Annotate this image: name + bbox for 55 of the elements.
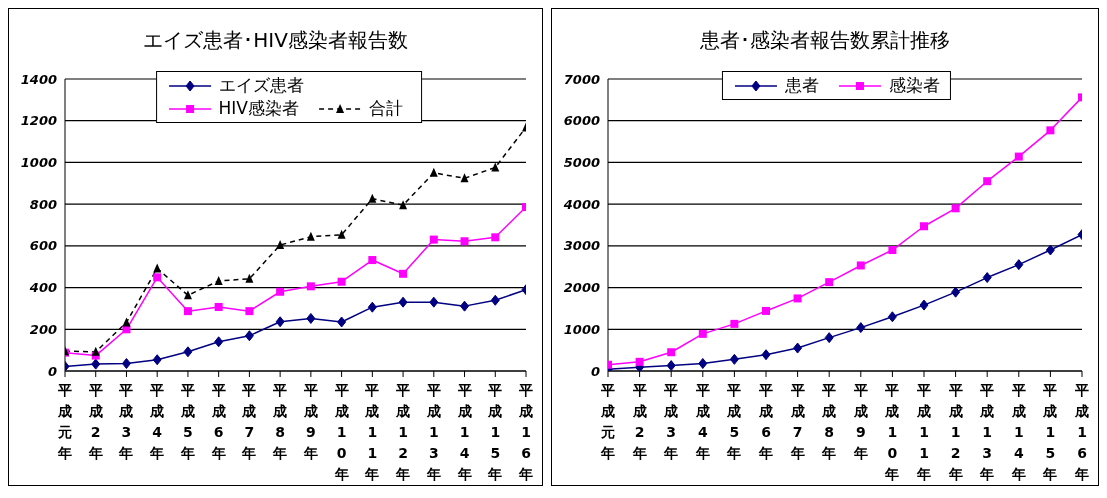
x-tick-label: 平成6年 [210, 382, 226, 461]
y-tick-label: 1000 [563, 321, 600, 337]
x-tick-label: 平成2年 [87, 382, 103, 461]
x-tick-label: 平成元年 [600, 382, 615, 461]
legend-label: エイズ患者 [217, 74, 304, 97]
x-tick-label: 平成2年 [631, 382, 647, 461]
x-tick-label: 平成10年 [884, 382, 900, 482]
x-tick-label: 平成14年 [456, 382, 472, 482]
x-tick-label: 平成11年 [916, 382, 931, 482]
x-tick-label: 平成3年 [663, 382, 679, 461]
x-tick-label: 平成15年 [1042, 382, 1058, 482]
x-tick-label: 平成9年 [852, 382, 868, 461]
y-tick-label: 0 [47, 363, 57, 379]
x-tick-label: 平成15年 [487, 382, 503, 482]
x-tick-label: 平成14年 [1010, 382, 1026, 482]
x-tick-label: 平成13年 [979, 382, 995, 482]
x-tick-label: 平成16年 [1074, 382, 1089, 482]
legend-label: 感染者 [887, 74, 940, 97]
y-tick-label: 600 [29, 238, 57, 254]
y-tick-label: 7000 [563, 71, 600, 87]
chart-title: 患者･感染者報告数累計推移 [699, 27, 951, 54]
x-tick-label: 平成12年 [947, 382, 963, 482]
x-tick-label: 平成12年 [395, 382, 411, 482]
x-tick-label: 平成5年 [179, 382, 195, 461]
y-tick-label: 400 [28, 280, 57, 296]
x-tick-label: 平成元年 [57, 382, 72, 461]
x-tick-label: 平成9年 [302, 382, 318, 461]
x-tick-label: 平成8年 [272, 382, 288, 461]
x-tick-label: 平成4年 [694, 382, 710, 461]
y-tick-label: 2000 [563, 280, 600, 296]
y-tick-label: 6000 [563, 113, 600, 129]
y-tick-label: 1400 [20, 71, 57, 87]
x-tick-label: 平成6年 [758, 382, 773, 461]
x-tick-label: 平成10年 [333, 382, 349, 482]
legend-label: 患者 [783, 74, 819, 97]
x-tick-label: 平成7年 [241, 382, 257, 461]
x-tick-label: 平成8年 [821, 382, 837, 461]
x-tick-label: 平成11年 [364, 382, 380, 482]
y-tick-label: 4000 [562, 196, 600, 212]
y-tick-label: 1000 [20, 155, 57, 171]
legend-label: HIV感染者 [217, 97, 300, 120]
y-tick-label: 200 [29, 321, 57, 337]
legend-label: 合計 [368, 97, 404, 120]
y-tick-label: 800 [29, 196, 57, 212]
y-tick-label: 3000 [563, 238, 600, 254]
chart-title: エイズ患者･HIV感染者報告数 [142, 27, 409, 54]
x-tick-label: 平成5年 [726, 382, 742, 461]
y-tick-label: 5000 [563, 155, 600, 171]
x-tick-label: 平成16年 [518, 382, 533, 482]
y-tick-label: 1200 [20, 113, 57, 129]
x-tick-label: 平成4年 [149, 382, 165, 461]
x-tick-label: 平成7年 [789, 382, 805, 461]
x-tick-label: 平成13年 [425, 382, 441, 482]
x-tick-label: 平成3年 [118, 382, 134, 461]
y-tick-label: 0 [590, 363, 600, 379]
